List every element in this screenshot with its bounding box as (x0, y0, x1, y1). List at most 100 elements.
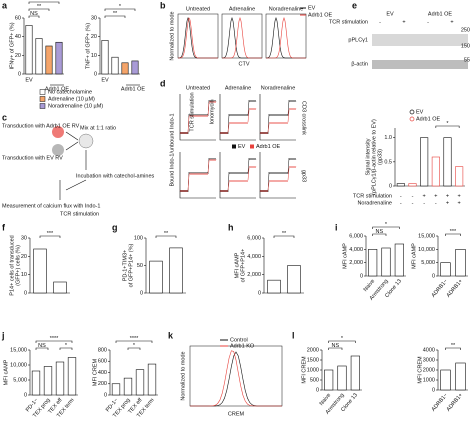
label: + (458, 200, 461, 206)
trace-frame (259, 152, 296, 199)
label: of GFP+P14+ (240, 249, 246, 283)
decor (52, 34, 468, 200)
legend-swatch (39, 103, 46, 109)
bar (147, 363, 157, 396)
label: Noradrenaline (261, 85, 296, 91)
label: Normalized to mode (180, 351, 186, 400)
label: CD3 crosslink (301, 101, 307, 135)
label: 0 (18, 71, 21, 77)
bar (43, 366, 53, 396)
label: - (412, 200, 414, 206)
label: 60 (15, 15, 21, 21)
label: 4000 (423, 347, 435, 353)
label: 2000 (307, 347, 319, 353)
hist-frame (189, 345, 283, 407)
label: j (1, 330, 5, 340)
label: 200 (98, 381, 107, 387)
label: 3000 (423, 357, 435, 363)
trace-oe (179, 158, 217, 193)
label: 15,000 (418, 233, 435, 239)
label: 20 (15, 53, 21, 59)
label: P14+ cells of transduced (9, 235, 15, 295)
label: 0 (140, 290, 143, 296)
label: pPLCγ1 (348, 37, 368, 43)
bar (101, 40, 109, 75)
label: * (133, 343, 136, 349)
label: MFI cAMP (411, 243, 417, 269)
bar (55, 361, 65, 396)
label: + (423, 193, 426, 199)
label: Mix at 1:1 ratio (80, 125, 116, 131)
label: Adrenaline (10 µM) (48, 96, 95, 102)
trace-ev (179, 99, 217, 135)
bar (123, 377, 133, 396)
label: gp33 (301, 170, 307, 182)
trace-oe (259, 107, 297, 135)
bar (111, 383, 121, 396)
sig-bracket (328, 347, 343, 350)
label: 15,000 (10, 347, 27, 353)
bar (169, 247, 183, 294)
label: MFI CREM (301, 356, 307, 384)
trace-oe (219, 107, 257, 135)
label: k (168, 330, 174, 340)
sig-bracket (104, 8, 136, 11)
label: EV (101, 77, 109, 83)
label: 0 (360, 273, 363, 279)
arrow (59, 150, 87, 200)
label: PD-1+TIM3+ (122, 250, 128, 281)
label: 40 (15, 34, 21, 40)
label: **** (50, 336, 59, 342)
label: EV (238, 144, 246, 150)
label: Noradrenaline (269, 6, 304, 12)
label: 50 (137, 263, 143, 269)
label: + (458, 193, 461, 199)
label: Normalized to mode (169, 11, 175, 60)
label: + (446, 193, 449, 199)
label: Control (230, 337, 248, 343)
label: 2000 (423, 367, 435, 373)
label: + (446, 200, 449, 206)
label: EV (25, 77, 33, 83)
label: - (435, 200, 437, 206)
trace-frame (179, 94, 216, 141)
label: IFNγ+ of GFP+ (%) (9, 22, 15, 69)
label: 150 (461, 43, 470, 49)
sig-bracket (372, 233, 387, 236)
label: NS (38, 343, 46, 349)
label: 1000 (423, 377, 435, 383)
label: - (412, 193, 414, 199)
label: - (427, 19, 429, 25)
legend-swatch (39, 89, 46, 95)
hist-frame (265, 13, 307, 59)
label: 0 (24, 392, 27, 398)
axis (394, 128, 465, 187)
label: (pPLCγ1/β-actin relative to EV) (371, 119, 377, 195)
label: MFI cAMP (342, 243, 348, 269)
label: * (385, 222, 388, 228)
label: Adrb1 KO (230, 343, 255, 349)
label: 0 (389, 183, 392, 189)
label: NS (376, 229, 384, 235)
label: No catecholamine (48, 89, 92, 95)
label: β-actin (351, 61, 368, 67)
label: EV (386, 11, 394, 17)
label: 10,000 (418, 247, 435, 253)
label: Untreated (186, 6, 210, 12)
bar (33, 248, 47, 294)
trace-frame (259, 94, 296, 141)
label: MFI cAMP (234, 252, 240, 278)
label: 2,000 (349, 260, 363, 266)
label: TCR stimulation (353, 193, 392, 199)
label: 0 (258, 290, 261, 296)
sig-bracket (28, 1, 60, 4)
label: Measurement of calcium flux with Indo-1 (2, 203, 100, 209)
bar (455, 249, 466, 277)
legend-swatch (39, 96, 46, 102)
label: TNF+ of GFP+ (%) (85, 23, 91, 69)
bar (368, 249, 378, 277)
label: Ionomycin (209, 99, 215, 124)
label: CREM (228, 411, 245, 417)
label: 0 (432, 273, 435, 279)
